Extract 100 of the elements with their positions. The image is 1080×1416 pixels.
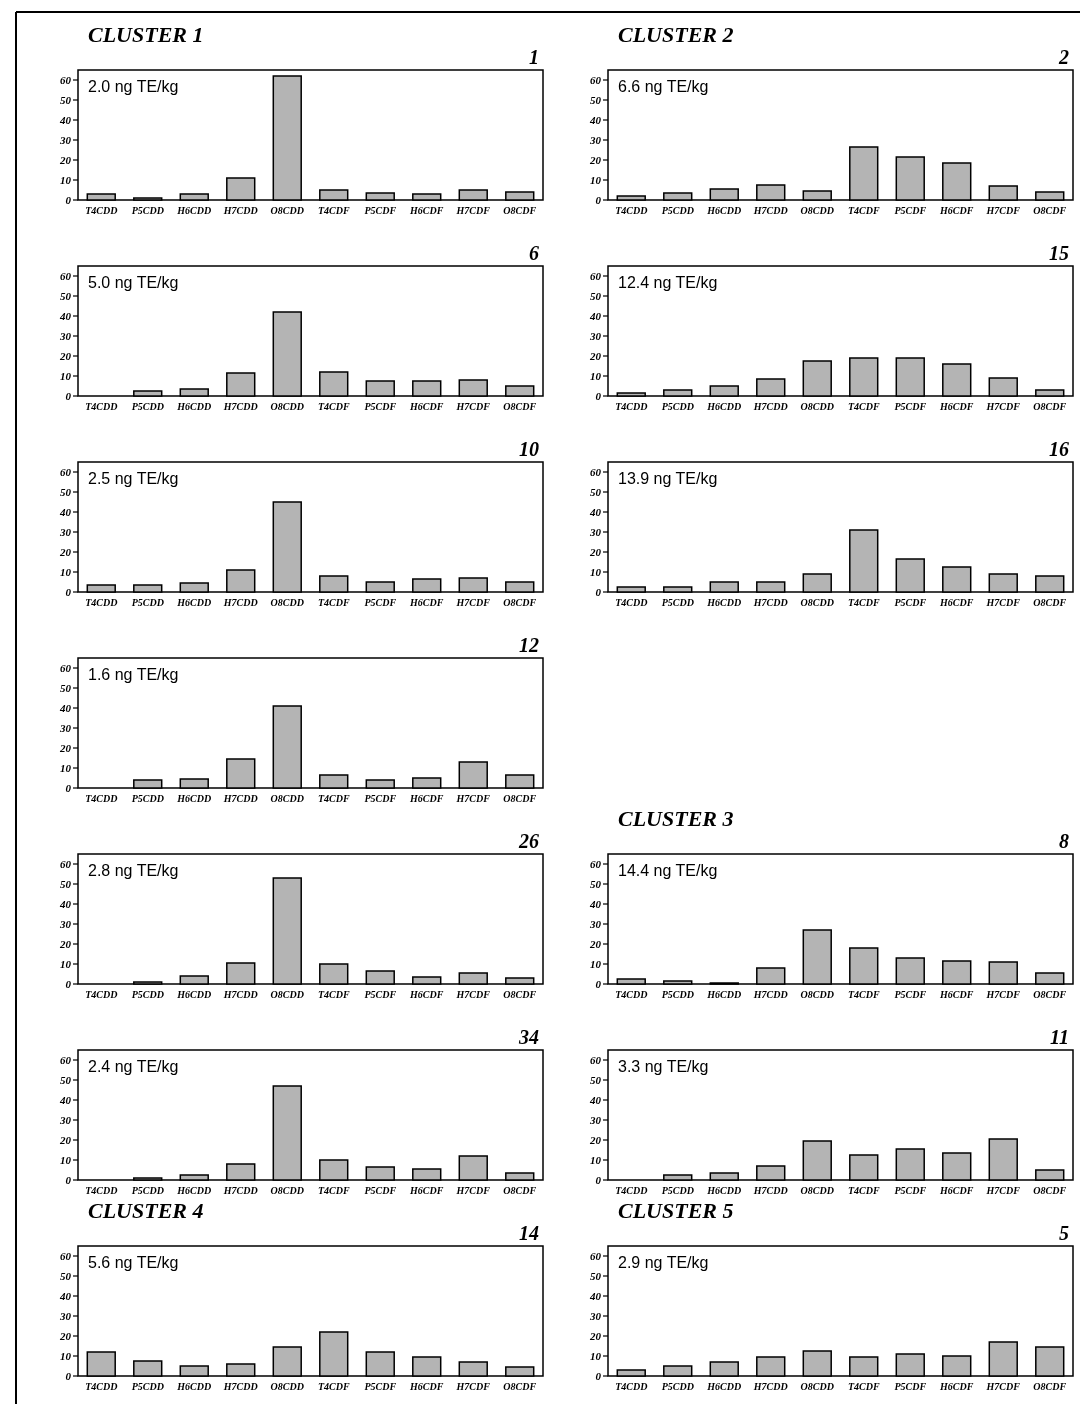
x-tick-label: H7CDF (985, 1185, 1021, 1196)
y-tick-label: 30 (59, 525, 72, 538)
x-tick-label: H7CDF (455, 793, 491, 804)
x-tick-label: T4CDD (615, 597, 648, 608)
annotation: 1.6 ng TE/kg (88, 666, 179, 683)
y-tick-label: 0 (595, 1369, 602, 1382)
x-tick-label: H6CDD (176, 205, 212, 216)
y-tick-label: 40 (59, 701, 72, 714)
x-tick-label: T4CDD (85, 401, 118, 412)
x-tick-label: H7CDD (752, 1185, 788, 1196)
chart-title: CLUSTER 5 (618, 1198, 734, 1223)
x-tick-label: T4CDF (317, 205, 350, 216)
x-tick-label: P5CDF (894, 1381, 927, 1392)
y-tick-label: 30 (589, 1309, 602, 1322)
y-tick-label: 10 (60, 1349, 72, 1362)
x-tick-label: P5CDD (661, 597, 694, 608)
x-tick-label: H6CDD (706, 1381, 742, 1392)
x-tick-label: T4CDD (615, 205, 648, 216)
y-tick-label: 60 (590, 1249, 602, 1262)
x-tick-label: H7CDD (752, 989, 788, 1000)
x-tick-label: O8CDF (1033, 989, 1067, 1000)
y-tick-label: 30 (589, 1113, 602, 1126)
y-tick-label: 20 (59, 545, 72, 558)
x-tick-label: P5CDD (131, 205, 164, 216)
annotation: 12.4 ng TE/kg (618, 274, 718, 291)
x-tick-label: P5CDF (364, 205, 397, 216)
chart-subtitle: 2 (1058, 46, 1069, 68)
annotation: 2.0 ng TE/kg (88, 78, 179, 95)
x-tick-label: H6CDF (939, 1381, 974, 1392)
y-tick-label: 20 (59, 1329, 72, 1342)
x-tick-label: P5CDD (661, 989, 694, 1000)
x-tick-label: P5CDF (364, 401, 397, 412)
x-tick-label: T4CDF (847, 1381, 880, 1392)
x-tick-label: H6CDF (939, 597, 974, 608)
x-tick-label: H7CDF (455, 401, 491, 412)
x-tick-label: P5CDF (894, 401, 927, 412)
x-tick-label: O8CDD (800, 1185, 834, 1196)
y-tick-label: 20 (59, 1133, 72, 1146)
y-tick-label: 60 (590, 465, 602, 478)
x-tick-label: H6CDD (706, 401, 742, 412)
x-tick-label: H6CDF (939, 205, 974, 216)
annotation: 2.9 ng TE/kg (618, 1254, 709, 1271)
x-tick-label: O8CDD (800, 597, 834, 608)
y-tick-label: 0 (65, 1173, 72, 1186)
x-tick-label: P5CDF (894, 989, 927, 1000)
x-tick-label: O8CDF (503, 1381, 537, 1392)
x-tick-label: T4CDD (615, 1185, 648, 1196)
y-tick-label: 50 (60, 877, 72, 890)
x-tick-label: H6CDF (409, 1381, 444, 1392)
x-tick-label: O8CDD (800, 401, 834, 412)
y-tick-label: 20 (589, 153, 602, 166)
x-tick-label: P5CDF (364, 1381, 397, 1392)
annotation: 13.9 ng TE/kg (618, 470, 718, 487)
y-tick-label: 20 (59, 153, 72, 166)
y-tick-label: 10 (60, 173, 72, 186)
x-tick-label: T4CDF (847, 401, 880, 412)
y-tick-label: 40 (589, 113, 602, 126)
y-tick-label: 50 (590, 485, 602, 498)
x-tick-label: O8CDF (1033, 597, 1067, 608)
y-tick-label: 30 (59, 329, 72, 342)
x-tick-label: P5CDD (661, 1185, 694, 1196)
y-tick-label: 20 (59, 741, 72, 754)
annotation: 6.6 ng TE/kg (618, 78, 709, 95)
chart-title: CLUSTER 3 (618, 806, 734, 831)
x-tick-label: O8CDF (503, 793, 537, 804)
y-tick-label: 0 (65, 977, 72, 990)
y-tick-label: 0 (595, 1173, 602, 1186)
x-tick-label: H7CDF (985, 597, 1021, 608)
x-tick-label: P5CDF (364, 793, 397, 804)
x-tick-label: T4CDD (85, 793, 118, 804)
annotation: 2.4 ng TE/kg (88, 1058, 179, 1075)
chart-subtitle: 10 (519, 438, 539, 460)
chart-subtitle: 15 (1049, 242, 1069, 264)
y-tick-label: 50 (590, 1269, 602, 1282)
x-tick-label: P5CDD (131, 1381, 164, 1392)
y-tick-label: 30 (59, 1113, 72, 1126)
x-tick-label: H7CDD (752, 205, 788, 216)
chart-subtitle: 1 (529, 46, 539, 68)
x-tick-label: H7CDD (222, 597, 258, 608)
x-tick-label: H6CDD (706, 1185, 742, 1196)
y-tick-label: 40 (59, 113, 72, 126)
x-tick-label: O8CDF (503, 597, 537, 608)
x-tick-label: P5CDD (661, 401, 694, 412)
y-tick-label: 50 (60, 93, 72, 106)
x-tick-label: H7CDF (985, 401, 1021, 412)
y-tick-label: 60 (60, 269, 72, 282)
y-tick-label: 50 (60, 681, 72, 694)
y-tick-label: 40 (589, 1093, 602, 1106)
x-tick-label: O8CDD (800, 205, 834, 216)
x-tick-label: H7CDD (222, 401, 258, 412)
x-tick-label: H6CDD (176, 1381, 212, 1392)
x-tick-label: P5CDD (661, 1381, 694, 1392)
x-tick-label: H6CDF (409, 793, 444, 804)
chart-subtitle: 12 (519, 634, 539, 656)
x-tick-label: H7CDD (752, 401, 788, 412)
y-tick-label: 0 (595, 389, 602, 402)
y-tick-label: 50 (60, 1073, 72, 1086)
x-tick-label: O8CDD (270, 989, 304, 1000)
x-tick-label: H6CDD (176, 1185, 212, 1196)
y-tick-label: 40 (59, 1093, 72, 1106)
